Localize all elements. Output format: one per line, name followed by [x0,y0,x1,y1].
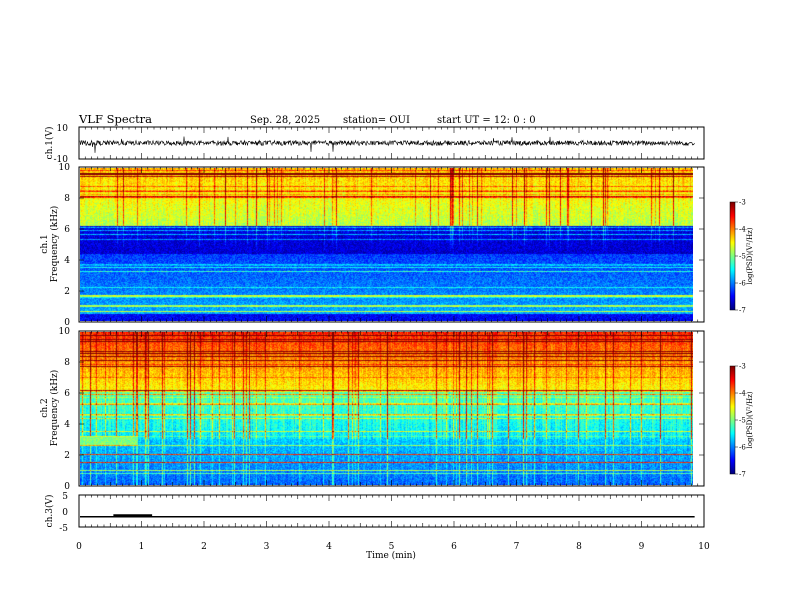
ch1-spectrogram-ylabel-channel: ch.1 [40,234,50,253]
ch1-spectrogram-image [80,168,693,321]
y-tick-label: 4 [64,256,70,266]
ch1-spectrogram-ylabel-frequency: Frequency (kHz) [49,206,60,283]
colorbar-gradient [730,366,735,474]
y-tick-label: 6 [64,389,70,399]
colorbar-tick-label: -4 [739,390,746,398]
colorbar-gradient [730,202,735,310]
colorbar-tick-label: -5 [739,253,746,261]
colorbar-tick-label: -6 [739,444,746,452]
x-tick-label: 9 [639,542,645,552]
ch2-spectrogram-ylabel-frequency: Frequency (kHz) [49,370,60,447]
ch2-spectrogram-ylabel-channel: ch.2 [40,398,50,417]
ch3-ytick-middle: 0 [62,508,68,518]
y-tick-label: 4 [64,420,70,430]
date-label: Sep. 28, 2025 [250,115,320,126]
colorbar-tick-label: -7 [739,307,746,315]
colorbar-tick-label: -3 [739,363,746,371]
ch1-voltage-panel: 10 -10 ch.1(V) [44,124,705,165]
y-tick-label: 10 [59,327,71,337]
colorbar-tick-label: -7 [739,471,746,479]
ch2-spectrogram-image [80,332,693,485]
x-tick-label: 10 [698,542,710,552]
y-tick-label: 8 [64,194,70,204]
ch2-spectrogram-panel: 0 2 4 6 8 10 ch.2 Frequency (kHz) -3 -4 -5 -6 -7 … [40,327,754,492]
ch1-voltage-trace [79,136,695,153]
x-tick-label: 8 [576,542,582,552]
ch1-colorbar-ticks: -3 -4 -5 -6 -7 [735,199,746,315]
colorbar-tick-label: -5 [739,417,746,425]
y-tick-label: 2 [64,287,70,297]
ch1-ytick-bottom: -10 [54,155,69,165]
ch1-ytick-top: 10 [57,124,69,134]
y-tick-label: 0 [64,482,70,492]
x-tick-label: 6 [451,542,457,552]
figure-title: VLF Spectra [78,112,152,126]
y-tick-label: 8 [64,358,70,368]
x-tick-label: 5 [389,542,395,552]
y-tick-label: 6 [64,225,70,235]
y-tick-label: 10 [59,163,71,173]
ch1-colorbar: -3 -4 -5 -6 -7 log(PSD)(V²/Hz) [729,199,754,315]
start-time-label: start UT = 12: 0 : 0 [437,115,536,126]
colorbar-tick-label: -6 [739,280,746,288]
x-tick-label: 7 [514,542,520,552]
x-tick-label: 1 [139,542,145,552]
ch1-spectrogram-panel: 0 2 4 6 8 10 ch.1 Frequency (kHz) -3 -4 -5 -6 -7 … [40,163,754,328]
ch3-ytick-bottom: -5 [59,524,68,534]
ch1-voltage-ylabel: ch.1(V) [44,127,55,160]
ch2-colorbar-ticks: -3 -4 -5 -6 -7 [735,363,746,479]
x-tick-label: 2 [201,542,207,552]
x-axis-label: Time (min) [366,550,416,561]
ch3-voltage-ylabel: ch.3(V) [44,495,55,528]
colorbar-tick-label: -4 [739,226,746,234]
x-tick-label: 3 [264,542,270,552]
ch2-colorbar: -3 -4 -5 -6 -7 log(PSD)(V²/Hz) [729,363,754,479]
x-tick-label: 4 [326,542,332,552]
ch3-ytick-top: 5 [62,492,68,502]
y-tick-label: 0 [64,318,70,328]
y-tick-label: 2 [64,451,70,461]
x-axis-ticks: 0 1 2 3 4 5 6 7 8 9 10 [76,127,710,552]
ch2-spectrogram-yticks: 0 2 4 6 8 10 [59,327,704,492]
x-tick-label: 0 [76,542,82,552]
ch2-colorbar-label: log(PSD)(V²/Hz) [746,391,754,448]
colorbar-tick-label: -3 [739,199,746,207]
ch1-colorbar-label: log(PSD)(V²/Hz) [746,227,754,284]
ch3-voltage-panel: 5 0 -5 ch.3(V) [44,492,705,534]
station-label: station= OUI [343,115,410,126]
ch1-spectrogram-yticks: 0 2 4 6 8 10 [59,163,704,328]
